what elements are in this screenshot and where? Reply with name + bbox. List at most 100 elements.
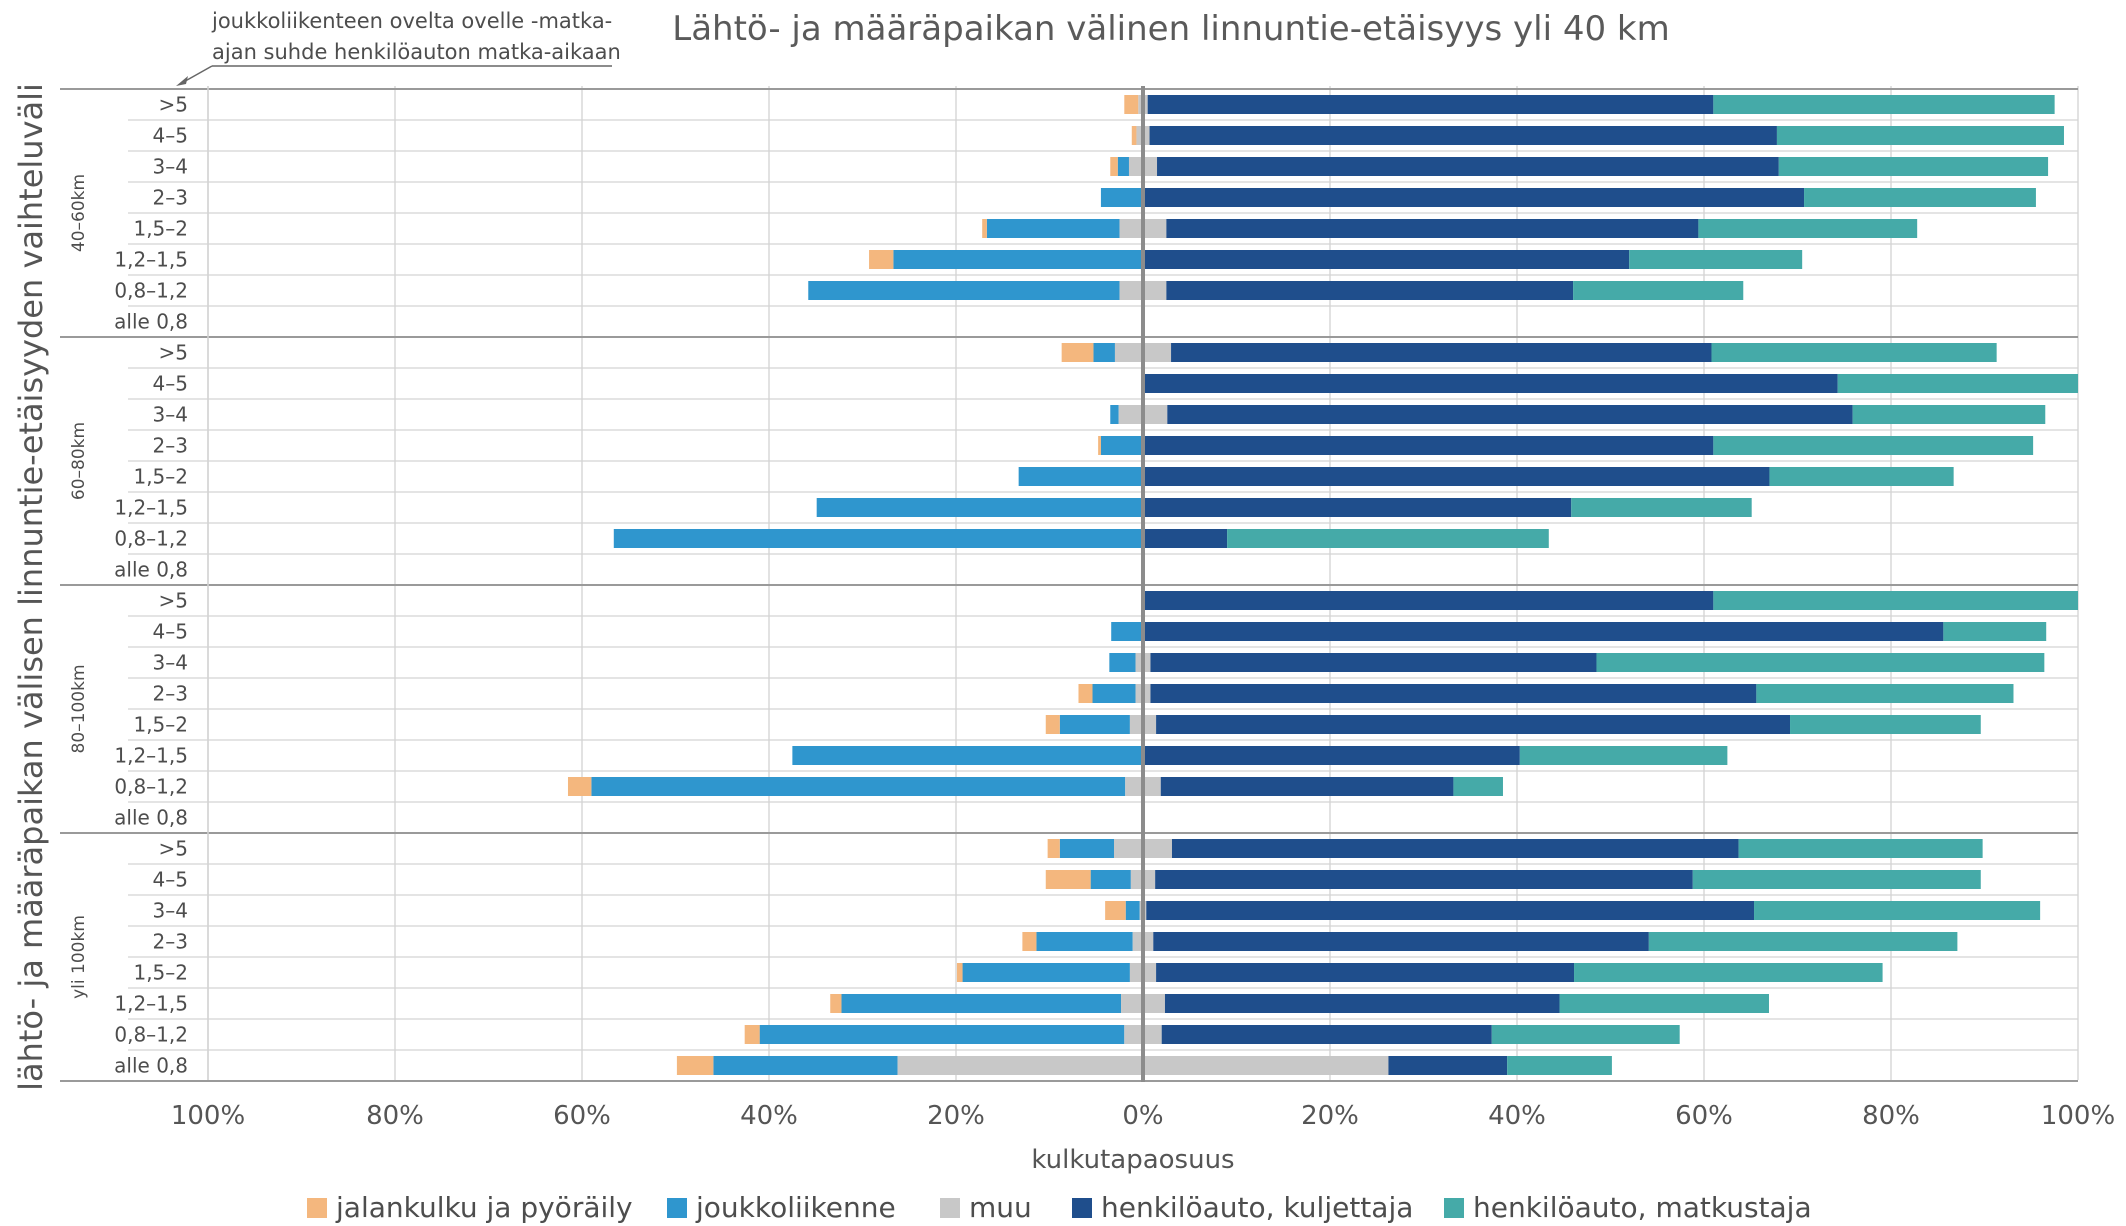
bars <box>567 95 2078 1075</box>
category-label: 3–4 <box>153 651 188 675</box>
legend: jalankulku ja pyöräily joukkoliikenne muu h… <box>307 1191 1812 1224</box>
bar-segment-henkil-auto-matkustaja <box>1227 529 1549 548</box>
bar-segment-henkil-auto-matkustaja <box>1571 498 1752 517</box>
category-label: 1,2–1,5 <box>114 744 188 768</box>
category-label: alle 0,8 <box>114 310 188 334</box>
bar-segment-henkil-auto-kuljettaja <box>1143 529 1228 548</box>
legend-swatch <box>667 1198 687 1218</box>
bar-segment-jalankulku-ja-py-r-ily <box>1105 901 1126 920</box>
legend-item: jalankulku ja pyöräily <box>307 1191 633 1224</box>
category-label: >5 <box>159 93 188 117</box>
legend-swatch <box>307 1198 327 1218</box>
bar-segment-joukkoliikenne <box>1093 343 1115 362</box>
bar-segment-henkil-auto-kuljettaja <box>1150 653 1597 672</box>
category-label: 4–5 <box>153 620 188 644</box>
x-tick-label: 60% <box>1675 1101 1733 1131</box>
bar-segment-henkil-auto-kuljettaja <box>1143 622 1944 641</box>
x-tick-label: 80% <box>366 1101 424 1131</box>
x-tick-label: 0% <box>1122 1101 1163 1131</box>
bar-segment-joukkoliikenne <box>1109 653 1136 672</box>
bar-segment-henkil-auto-matkustaja <box>1852 405 2046 424</box>
category-label: 0,8–1,2 <box>114 527 188 551</box>
bar-segment-henkil-auto-kuljettaja <box>1161 1025 1492 1044</box>
x-tick-label: 40% <box>740 1101 798 1131</box>
bar-segment-jalankulku-ja-py-r-ily <box>744 1025 760 1044</box>
bar-segment-henkil-auto-matkustaja <box>1574 963 1883 982</box>
legend-item: henkilöauto, matkustaja <box>1444 1191 1812 1224</box>
bar-segment-joukkoliikenne <box>962 963 1130 982</box>
bar-segment-henkil-auto-kuljettaja <box>1147 95 1714 114</box>
bar-segment-joukkoliikenne <box>1125 901 1140 920</box>
y-axis-title: lähtö- ja määräpaikan välisen linnuntie-… <box>12 83 50 1091</box>
bar-segment-joukkoliikenne <box>613 529 1143 548</box>
bar-segment-jalankulku-ja-py-r-ily <box>1045 715 1060 734</box>
bar-segment-joukkoliikenne <box>1117 157 1129 176</box>
legend-label: muu <box>969 1191 1032 1224</box>
group-label: yli 100km <box>69 915 89 999</box>
bar-segment-henkil-auto-matkustaja <box>1804 188 2036 207</box>
category-label: 4–5 <box>153 372 188 396</box>
bar-segment-joukkoliikenne <box>1036 932 1133 951</box>
bar-segment-henkil-auto-matkustaja <box>1790 715 1981 734</box>
bar-segment-henkil-auto-kuljettaja <box>1146 901 1755 920</box>
category-label: 4–5 <box>153 868 188 892</box>
bar-segment-henkil-auto-matkustaja <box>1776 126 2064 145</box>
x-tick-label: 20% <box>927 1101 985 1131</box>
bar-segment-henkil-auto-kuljettaja <box>1150 684 1757 703</box>
chart-title: Lähtö- ja määräpaikan välinen linnuntie-… <box>672 9 1669 49</box>
bar-segment-jalankulku-ja-py-r-ily <box>1045 870 1091 889</box>
bar-segment-joukkoliikenne <box>713 1056 898 1075</box>
category-label: 2–3 <box>153 434 188 458</box>
category-label: 1,5–2 <box>133 465 188 489</box>
bar-segment-joukkoliikenne <box>808 281 1120 300</box>
bar-segment-joukkoliikenne <box>1092 684 1136 703</box>
category-label: 2–3 <box>153 186 188 210</box>
bar-segment-jalankulku-ja-py-r-ily <box>956 963 963 982</box>
legend-item: henkilöauto, kuljettaja <box>1072 1191 1413 1224</box>
bar-segment-henkil-auto-matkustaja <box>1629 250 1803 269</box>
category-label: alle 0,8 <box>114 1054 188 1078</box>
bar-segment-henkil-auto-matkustaja <box>1453 777 1503 796</box>
bar-segment-henkil-auto-kuljettaja <box>1167 405 1853 424</box>
bar-segment-jalankulku-ja-py-r-ily <box>1078 684 1093 703</box>
x-tick-label: 80% <box>1862 1101 1920 1131</box>
bar-segment-joukkoliikenne <box>1111 622 1143 641</box>
bar-segment-joukkoliikenne <box>816 498 1143 517</box>
group-labels: 40–60km 60–80km 80–100km yli 100km <box>69 174 89 999</box>
bar-segment-jalankulku-ja-py-r-ily <box>1110 157 1118 176</box>
bar-segment-henkil-auto-matkustaja <box>1559 994 1769 1013</box>
bar-segment-joukkoliikenne <box>1059 715 1130 734</box>
legend-label: jalankulku ja pyöräily <box>335 1191 633 1224</box>
bar-segment-henkil-auto-matkustaja <box>1738 839 1983 858</box>
x-tick-label: 40% <box>1488 1101 1546 1131</box>
category-label: 0,8–1,2 <box>114 775 188 799</box>
bar-segment-henkil-auto-matkustaja <box>1596 653 2045 672</box>
bar-segment-jalankulku-ja-py-r-ily <box>676 1056 714 1075</box>
bar-segment-henkil-auto-kuljettaja <box>1156 715 1791 734</box>
bar-segment-henkil-auto-matkustaja <box>1713 591 2078 610</box>
group-label: 40–60km <box>69 174 89 252</box>
bar-segment-henkil-auto-matkustaja <box>1943 622 2047 641</box>
bar-segment-henkil-auto-matkustaja <box>1778 157 2049 176</box>
bar-segment-jalankulku-ja-py-r-ily <box>982 219 987 238</box>
bar-segment-henkil-auto-kuljettaja <box>1143 436 1714 455</box>
legend-swatch <box>1072 1198 1092 1218</box>
category-label: alle 0,8 <box>114 806 188 830</box>
category-label: alle 0,8 <box>114 558 188 582</box>
category-label: >5 <box>159 589 188 613</box>
bar-segment-henkil-auto-kuljettaja <box>1171 839 1739 858</box>
category-label: 3–4 <box>153 155 188 179</box>
bar-segment-henkil-auto-kuljettaja <box>1171 343 1712 362</box>
bar-segment-jalankulku-ja-py-r-ily <box>1131 126 1137 145</box>
category-label: 3–4 <box>153 899 188 923</box>
bar-segment-henkil-auto-matkustaja <box>1692 870 1981 889</box>
category-label: 0,8–1,2 <box>114 279 188 303</box>
bar-segment-jalankulku-ja-py-r-ily <box>869 250 894 269</box>
group-label: 60–80km <box>69 422 89 500</box>
bar-segment-jalankulku-ja-py-r-ily <box>1047 839 1060 858</box>
bar-segment-henkil-auto-matkustaja <box>1769 467 1954 486</box>
x-tick-label: 20% <box>1301 1101 1359 1131</box>
group-label: 80–100km <box>69 665 89 754</box>
bar-segment-henkil-auto-matkustaja <box>1648 932 1958 951</box>
